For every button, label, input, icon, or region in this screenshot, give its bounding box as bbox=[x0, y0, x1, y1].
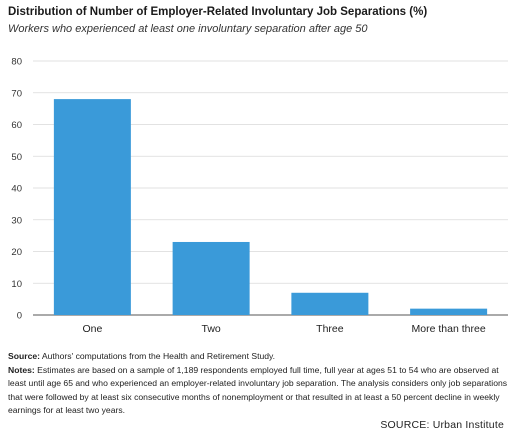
y-tick-label: 80 bbox=[11, 57, 22, 68]
x-axis-labels: One Two Three More than three bbox=[82, 323, 485, 335]
y-tick-label: 40 bbox=[11, 184, 22, 195]
source-label: Source: bbox=[8, 351, 40, 361]
y-tick-label: 50 bbox=[11, 152, 22, 163]
bar-two bbox=[172, 241, 250, 315]
notes-text: Estimates are based on a sample of 1,189… bbox=[8, 364, 508, 416]
x-category-label: More than three bbox=[412, 323, 486, 335]
y-tick-label: 70 bbox=[11, 88, 22, 99]
source-text: Authors' computations from the Health an… bbox=[41, 351, 276, 361]
chart-subtitle: Workers who experienced at least one inv… bbox=[8, 23, 368, 35]
x-category-label: Two bbox=[201, 323, 220, 335]
bar-chart: 0 10 20 30 40 50 60 70 80 One Two Three More than t… bbox=[11, 57, 508, 335]
source-credit: SOURCE: Urban Institute bbox=[380, 419, 504, 431]
chart-notes: Source: Authors' computations from the H… bbox=[8, 350, 508, 418]
source-line: Source: Authors' computations from the H… bbox=[8, 350, 508, 364]
chart-title: Distribution of Number of Employer-Relat… bbox=[8, 6, 428, 18]
bars bbox=[53, 99, 488, 315]
y-tick-label: 30 bbox=[11, 215, 22, 226]
bar-one bbox=[53, 99, 131, 315]
y-axis-ticks: 0 10 20 30 40 50 60 70 80 bbox=[11, 57, 22, 322]
bar-more-than-three bbox=[410, 308, 488, 315]
notes-label: Notes: bbox=[8, 364, 35, 375]
y-tick-label: 10 bbox=[11, 279, 22, 290]
x-category-label: One bbox=[82, 323, 102, 335]
y-tick-label: 60 bbox=[11, 120, 22, 131]
notes-line: Notes: Estimates are based on a sample o… bbox=[8, 364, 508, 418]
y-tick-label: 0 bbox=[17, 311, 22, 322]
bar-three bbox=[291, 292, 369, 315]
y-tick-label: 20 bbox=[11, 247, 22, 258]
x-category-label: Three bbox=[316, 323, 344, 335]
